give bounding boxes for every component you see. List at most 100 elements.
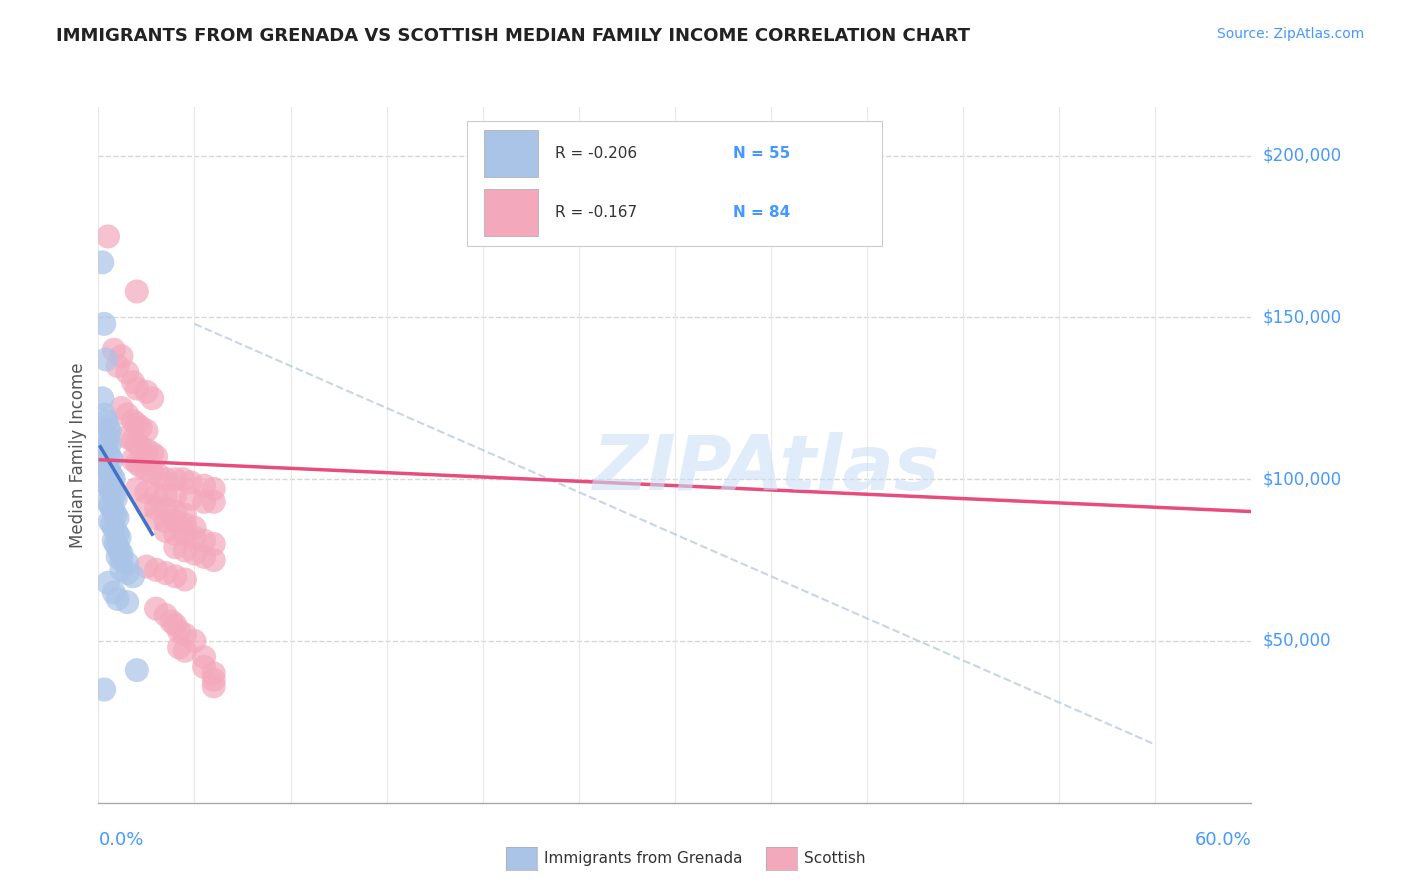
Point [98, 514, 121, 528]
Point [174, 543, 197, 558]
Point [145, 511, 167, 525]
Point [94, 352, 117, 367]
Point [125, 663, 148, 677]
Point [135, 485, 157, 500]
Point [183, 547, 205, 561]
Point [155, 566, 177, 580]
Point [117, 595, 138, 609]
Point [202, 679, 225, 693]
Text: Immigrants from Grenada: Immigrants from Grenada [544, 852, 742, 866]
Point [145, 488, 167, 502]
Point [104, 524, 127, 538]
Text: 60.0%: 60.0% [1195, 830, 1251, 848]
Point [98, 436, 121, 450]
Text: Source: ZipAtlas.com: Source: ZipAtlas.com [1216, 27, 1364, 41]
Text: 0.0%: 0.0% [98, 830, 143, 848]
Point [91, 392, 114, 406]
Point [202, 495, 225, 509]
Y-axis label: Median Family Income: Median Family Income [69, 362, 87, 548]
Point [165, 527, 187, 541]
Text: Scottish: Scottish [804, 852, 866, 866]
Point [110, 563, 132, 577]
Point [155, 501, 177, 516]
Point [167, 640, 190, 655]
Point [193, 549, 215, 564]
Text: $200,000: $200,000 [1263, 146, 1341, 165]
Point [97, 462, 120, 476]
Point [165, 617, 187, 632]
Point [97, 420, 120, 434]
Point [101, 501, 124, 516]
Point [135, 443, 157, 458]
Point [122, 434, 145, 448]
Point [103, 585, 125, 599]
Point [117, 566, 138, 580]
Point [202, 553, 225, 567]
Point [141, 392, 163, 406]
Point [94, 475, 117, 490]
Point [155, 514, 177, 528]
Point [183, 521, 205, 535]
Point [97, 430, 120, 444]
Point [202, 666, 225, 681]
Point [122, 452, 145, 467]
Point [108, 543, 131, 558]
Point [172, 472, 194, 486]
Point [94, 459, 117, 474]
Point [135, 559, 157, 574]
Point [165, 504, 187, 518]
Point [155, 488, 177, 502]
Text: $150,000: $150,000 [1263, 309, 1341, 326]
Point [155, 472, 177, 486]
Point [125, 482, 148, 496]
Point [193, 660, 215, 674]
Point [193, 650, 215, 665]
Point [129, 440, 152, 454]
Point [110, 547, 132, 561]
Point [135, 462, 157, 476]
Point [97, 478, 120, 492]
Point [98, 482, 121, 496]
Point [174, 527, 197, 541]
Point [141, 466, 163, 480]
Point [174, 573, 197, 587]
Point [104, 491, 127, 506]
Point [165, 514, 187, 528]
Point [101, 517, 124, 532]
Point [93, 682, 115, 697]
Point [107, 527, 129, 541]
Point [122, 414, 145, 428]
Point [145, 563, 167, 577]
Point [97, 495, 120, 509]
Point [94, 414, 117, 428]
Point [103, 533, 125, 548]
Point [103, 343, 125, 357]
Point [108, 531, 131, 545]
Point [93, 317, 115, 331]
Point [202, 537, 225, 551]
Text: ZIPAtlas: ZIPAtlas [593, 432, 941, 506]
Point [103, 504, 125, 518]
Point [107, 549, 129, 564]
Point [117, 365, 138, 379]
Point [107, 540, 129, 554]
Point [117, 557, 138, 571]
Point [135, 384, 157, 399]
Point [125, 436, 148, 450]
Point [94, 440, 117, 454]
Point [155, 524, 177, 538]
Point [98, 498, 121, 512]
Point [174, 627, 197, 641]
Point [165, 472, 187, 486]
Text: IMMIGRANTS FROM GRENADA VS SCOTTISH MEDIAN FAMILY INCOME CORRELATION CHART: IMMIGRANTS FROM GRENADA VS SCOTTISH MEDI… [56, 27, 970, 45]
Point [135, 498, 157, 512]
Point [145, 501, 167, 516]
Point [167, 624, 190, 639]
Point [145, 450, 167, 464]
Point [107, 591, 129, 606]
Point [122, 569, 145, 583]
Point [97, 229, 120, 244]
Point [103, 488, 125, 502]
Point [117, 408, 138, 422]
Point [107, 511, 129, 525]
